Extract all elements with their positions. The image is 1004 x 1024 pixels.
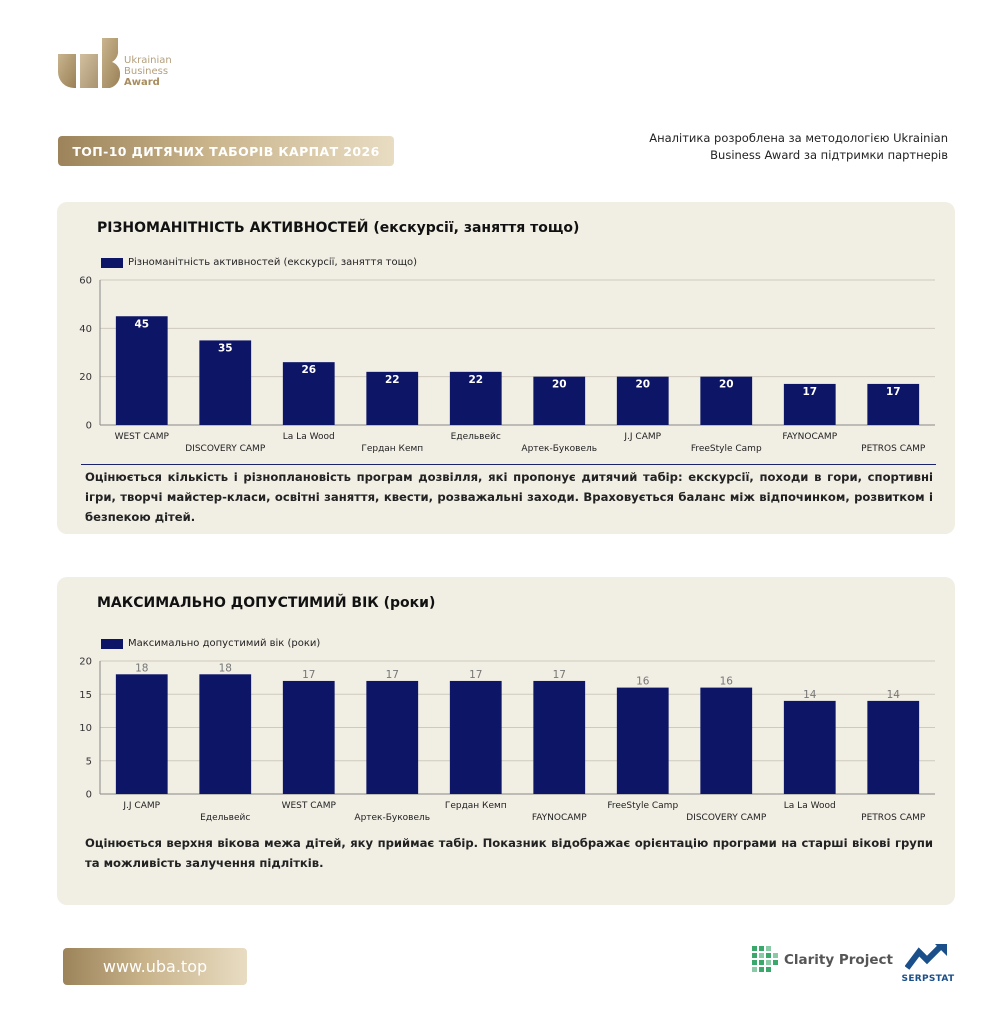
bar (449, 371, 502, 425)
y-tick-label: 20 (79, 372, 92, 383)
x-tick-label: FreeStyle Camp (607, 801, 678, 811)
serpstat-logo: SERPSTAT (900, 942, 956, 984)
max-age-bar-chart: 0 5 10 15 20 18 J.J CAMP 18 Едельвейс 17 WEST CAMP… (79, 657, 935, 823)
activities-legend: Різноманітність активностей (екскурсії, … (101, 257, 417, 268)
data-label: 18 (219, 662, 232, 674)
bar (533, 376, 586, 425)
legend-swatch (101, 638, 123, 649)
clarity-project-logo: Clarity Project (752, 946, 893, 974)
logo-wordmark: Ukrainian Business Award (124, 55, 172, 88)
x-tick-label: PETROS CAMP (861, 813, 926, 823)
x-tick-label: Артек-Буковель (354, 813, 430, 823)
y-tick-label: 0 (86, 421, 92, 432)
data-label: 16 (636, 676, 650, 688)
data-label: 17 (469, 669, 482, 681)
x-tick-label: La La Wood (784, 801, 836, 811)
bar (783, 383, 836, 425)
y-tick-label: 20 (79, 657, 92, 668)
data-label: 20 (552, 379, 567, 391)
x-tick-label: DISCOVERY CAMP (185, 444, 266, 454)
y-tick-label: 60 (79, 276, 92, 287)
x-tick-label: Гердан Кемп (361, 444, 423, 454)
bar (700, 687, 753, 794)
methodology-note: Аналітика розроблена за методологією Ukr… (649, 131, 948, 162)
x-tick-label: Артек-Буковель (521, 444, 597, 454)
bar (867, 383, 920, 425)
x-tick-label: PETROS CAMP (861, 444, 926, 454)
data-label: 20 (719, 379, 734, 391)
data-label: 17 (302, 669, 315, 681)
x-tick-label: Едельвейс (451, 432, 501, 442)
data-label: 14 (887, 689, 901, 701)
bar (616, 687, 669, 794)
data-label: 18 (135, 662, 148, 674)
data-label: 16 (720, 676, 734, 688)
bar (700, 376, 753, 425)
x-tick-label: FreeStyle Camp (691, 444, 762, 454)
x-tick-label: FAYNOCAMP (532, 813, 587, 823)
serpstat-icon (904, 943, 947, 970)
x-tick-label: J.J CAMP (623, 432, 661, 442)
x-tick-label: WEST CAMP (282, 801, 337, 811)
data-label: 22 (385, 374, 400, 386)
x-tick-label: FAYNOCAMP (782, 432, 837, 442)
max-age-chart-title: МАКСИМАЛЬНО ДОПУСТИМИЙ ВІК (роки) (97, 595, 436, 611)
bar (199, 674, 252, 794)
activities-chart-title: РІЗНОМАНІТНІСТЬ АКТИВНОСТЕЙ (екскурсії, … (97, 220, 580, 236)
x-tick-label: J.J CAMP (122, 801, 160, 811)
data-label: 14 (803, 689, 817, 701)
bar (783, 700, 836, 794)
clarity-project-icon (752, 946, 778, 972)
data-label: 35 (218, 342, 233, 354)
legend-label: Максимально допустимий вік (роки) (128, 638, 321, 649)
uba-logo (58, 38, 121, 88)
y-tick-label: 40 (79, 324, 92, 335)
data-label: 20 (635, 379, 650, 391)
bar (366, 680, 419, 794)
data-label: 22 (468, 374, 483, 386)
x-tick-label: Гердан Кемп (445, 801, 507, 811)
activities-bar-chart: 0 20 40 60 45 WEST CAMP 35 DISCOVERY CAMP 26 La L… (79, 276, 935, 454)
legend-label: Різноманітність активностей (екскурсії, … (128, 257, 418, 268)
data-label: 17 (802, 386, 817, 398)
data-label: 17 (386, 669, 399, 681)
data-label: 17 (553, 669, 566, 681)
max-age-card: МАКСИМАЛЬНО ДОПУСТИМИЙ ВІК (роки) Максим… (57, 577, 955, 905)
page-title-badge: ТОП-10 ДИТЯЧИХ ТАБОРІВ КАРПАТ 2026 (58, 136, 394, 166)
y-tick-label: 0 (86, 790, 92, 801)
data-label: 26 (301, 364, 316, 376)
bar (867, 700, 920, 794)
y-tick-label: 10 (79, 723, 92, 734)
activities-card: РІЗНОМАНІТНІСТЬ АКТИВНОСТЕЙ (екскурсії, … (57, 202, 955, 534)
max-age-legend: Максимально допустимий вік (роки) (101, 638, 320, 649)
bar (199, 340, 252, 425)
x-tick-label: WEST CAMP (115, 432, 170, 442)
bar (115, 316, 168, 425)
website-link[interactable]: www.uba.top (63, 948, 247, 985)
x-tick-label: Едельвейс (200, 813, 250, 823)
y-tick-label: 15 (79, 690, 92, 701)
activities-description: Оцінюється кількість і різноплановість п… (85, 470, 933, 524)
bar (366, 371, 419, 425)
bar (282, 680, 335, 794)
max-age-description: Оцінюється верхня вікова межа дітей, яку… (85, 836, 933, 870)
divider (81, 464, 936, 465)
bar (115, 674, 168, 794)
legend-swatch (101, 257, 123, 268)
x-tick-label: La La Wood (283, 432, 335, 442)
bar (533, 680, 586, 794)
y-tick-label: 5 (86, 756, 92, 767)
data-label: 45 (134, 318, 149, 330)
bar (282, 362, 335, 425)
x-tick-label: DISCOVERY CAMP (686, 813, 767, 823)
bar (449, 680, 502, 794)
bar (616, 376, 669, 425)
data-label: 17 (886, 386, 901, 398)
